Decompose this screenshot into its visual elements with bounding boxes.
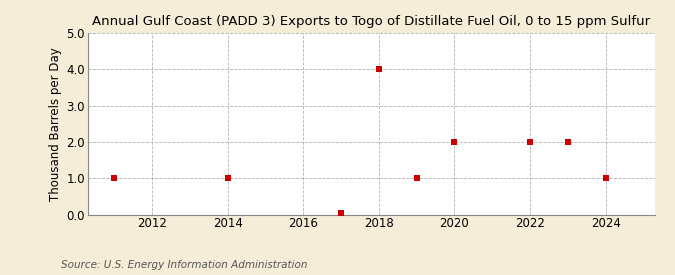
Title: Annual Gulf Coast (PADD 3) Exports to Togo of Distillate Fuel Oil, 0 to 15 ppm S: Annual Gulf Coast (PADD 3) Exports to To… <box>92 15 650 28</box>
Text: Source: U.S. Energy Information Administration: Source: U.S. Energy Information Administ… <box>61 260 307 270</box>
Point <box>411 176 422 180</box>
Point <box>373 67 384 72</box>
Point <box>109 176 119 180</box>
Point <box>562 140 573 144</box>
Point <box>335 211 346 215</box>
Point <box>524 140 535 144</box>
Point <box>600 176 611 180</box>
Point <box>222 176 233 180</box>
Y-axis label: Thousand Barrels per Day: Thousand Barrels per Day <box>49 47 62 201</box>
Point <box>449 140 460 144</box>
